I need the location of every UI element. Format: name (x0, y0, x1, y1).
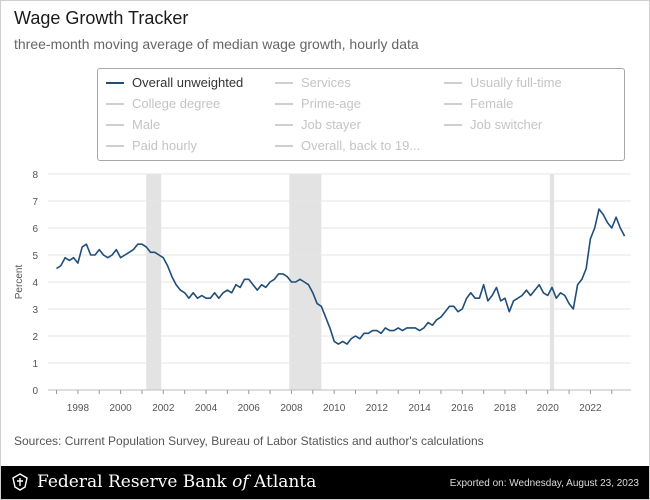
org-name: Federal Reserve Bank of Atlanta (37, 472, 317, 492)
legend-item-female[interactable]: Female (444, 96, 513, 111)
legend-item-job-stayer[interactable]: Job stayer (275, 117, 361, 132)
legend-swatch (275, 123, 293, 126)
legend-label: Overall, back to 19... (301, 138, 421, 153)
legend-label: Job stayer (301, 117, 361, 132)
legend-swatch (106, 81, 124, 84)
legend: Overall unweighted Services Usually full… (97, 68, 625, 161)
legend-item-overall-back-to[interactable]: Overall, back to 19... (275, 138, 420, 153)
legend-item-college-degree[interactable]: College degree (106, 96, 220, 111)
export-date: Exported on: Wednesday, August 23, 2023 (449, 478, 639, 489)
source-note: Sources: Current Population Survey, Bure… (14, 434, 484, 448)
legend-swatch (444, 81, 462, 84)
legend-swatch (444, 123, 462, 126)
footer-bar: Federal Reserve Bank of Atlanta Exported… (1, 466, 649, 499)
legend-swatch (444, 102, 462, 105)
legend-item-overall-unweighted[interactable]: Overall unweighted (106, 75, 243, 90)
legend-item-services[interactable]: Services (275, 75, 351, 90)
legend-label: College degree (132, 96, 221, 111)
legend-label: Job switcher (470, 117, 543, 132)
legend-item-usually-full-time[interactable]: Usually full-time (444, 75, 562, 90)
legend-label: Overall unweighted (132, 75, 244, 90)
legend-label: Paid hourly (132, 138, 198, 153)
legend-swatch (106, 102, 124, 105)
legend-item-male[interactable]: Male (106, 117, 160, 132)
chart-subtitle: three-month moving average of median wag… (14, 36, 419, 52)
chart-title: Wage Growth Tracker (14, 8, 189, 28)
legend-swatch (275, 144, 293, 147)
legend-item-paid-hourly[interactable]: Paid hourly (106, 138, 197, 153)
legend-label: Usually full-time (470, 75, 562, 90)
legend-label: Prime-age (301, 96, 361, 111)
legend-swatch (275, 102, 293, 105)
legend-label: Male (132, 117, 161, 132)
legend-item-prime-age[interactable]: Prime-age (275, 96, 361, 111)
legend-item-job-switcher[interactable]: Job switcher (444, 117, 542, 132)
legend-label: Female (470, 96, 514, 111)
legend-swatch (106, 144, 124, 147)
legend-swatch (106, 123, 124, 126)
legend-swatch (275, 81, 293, 84)
eagle-seal-icon (12, 473, 28, 491)
legend-label: Services (301, 75, 351, 90)
